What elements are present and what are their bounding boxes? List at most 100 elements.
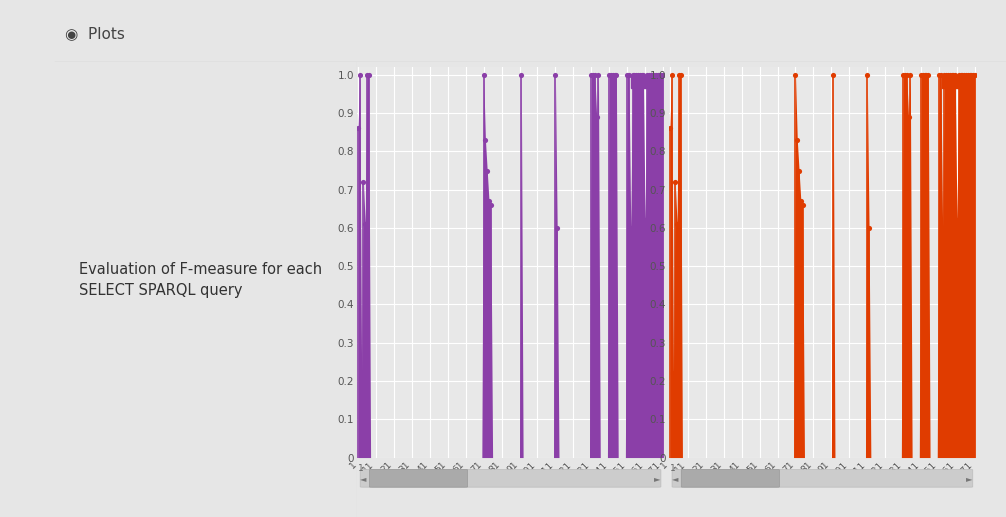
- Point: [790, 136, 806, 144]
- Point: [630, 71, 646, 79]
- Point: [662, 124, 678, 132]
- Point: [962, 71, 978, 79]
- Legend: : [941, 74, 969, 91]
- Point: [967, 71, 983, 79]
- Point: [549, 224, 565, 232]
- Point: [585, 71, 602, 79]
- Point: [795, 201, 811, 209]
- Point: [664, 71, 680, 79]
- Point: [671, 71, 687, 79]
- Point: [655, 71, 671, 79]
- Point: [476, 71, 492, 79]
- Text: ◉  Plots: ◉ Plots: [65, 26, 126, 42]
- Point: [902, 71, 918, 79]
- Point: [643, 71, 659, 79]
- Point: [951, 71, 967, 79]
- Point: [602, 71, 618, 79]
- Point: [861, 224, 877, 232]
- Point: [621, 71, 637, 79]
- Point: [483, 201, 499, 209]
- Point: [355, 178, 371, 186]
- Point: [955, 71, 971, 79]
- Point: [650, 71, 666, 79]
- Point: [652, 71, 668, 79]
- Point: [673, 71, 689, 79]
- Point: [953, 71, 969, 79]
- Point: [788, 71, 804, 79]
- Point: [359, 71, 375, 79]
- Point: [933, 71, 949, 79]
- Point: [914, 71, 931, 79]
- Point: [605, 71, 621, 79]
- Point: [918, 71, 935, 79]
- FancyBboxPatch shape: [672, 469, 973, 487]
- Point: [547, 71, 563, 79]
- Text: Evaluation of F-measure for each
SELECT SPARQL query: Evaluation of F-measure for each SELECT …: [79, 263, 323, 298]
- Point: [944, 71, 960, 79]
- Point: [931, 71, 947, 79]
- Text: 1: 1: [358, 464, 364, 474]
- Point: [639, 71, 655, 79]
- Point: [897, 71, 913, 79]
- Point: [481, 197, 497, 205]
- Point: [625, 71, 641, 79]
- Point: [634, 71, 650, 79]
- Point: [949, 216, 965, 224]
- Point: [591, 71, 607, 79]
- Point: [898, 71, 914, 79]
- FancyBboxPatch shape: [369, 469, 468, 487]
- Point: [632, 71, 648, 79]
- Point: [669, 220, 685, 228]
- Legend: : [629, 74, 657, 91]
- Point: [646, 71, 662, 79]
- Point: [361, 71, 377, 79]
- Point: [628, 71, 644, 79]
- Point: [937, 71, 953, 79]
- Point: [607, 71, 623, 79]
- Point: [586, 71, 603, 79]
- Point: [641, 71, 657, 79]
- Point: [825, 71, 841, 79]
- Point: [958, 71, 974, 79]
- Point: [793, 197, 809, 205]
- Point: [940, 71, 956, 79]
- Point: [964, 71, 980, 79]
- Point: [513, 71, 529, 79]
- Point: [603, 71, 619, 79]
- Point: [653, 71, 669, 79]
- Point: [479, 166, 495, 175]
- Point: [583, 71, 600, 79]
- Point: [609, 71, 625, 79]
- FancyBboxPatch shape: [360, 469, 661, 487]
- Point: [895, 71, 911, 79]
- Point: [935, 224, 951, 232]
- Point: [635, 71, 651, 79]
- Point: [353, 369, 369, 377]
- Point: [791, 166, 807, 175]
- Text: ►: ►: [654, 474, 661, 483]
- Point: [644, 71, 660, 79]
- Point: [357, 220, 373, 228]
- Point: [478, 136, 494, 144]
- Point: [667, 178, 683, 186]
- Point: [350, 124, 366, 132]
- Point: [859, 71, 875, 79]
- Point: [619, 71, 635, 79]
- Text: ►: ►: [966, 474, 973, 483]
- Point: [942, 71, 958, 79]
- Point: [965, 71, 981, 79]
- Text: ◄: ◄: [672, 474, 679, 483]
- Point: [960, 71, 976, 79]
- Point: [956, 71, 972, 79]
- Point: [637, 216, 653, 224]
- Point: [665, 369, 681, 377]
- Point: [623, 224, 639, 232]
- Text: 1: 1: [670, 464, 676, 474]
- Point: [939, 71, 955, 79]
- Point: [589, 113, 605, 121]
- Point: [946, 71, 962, 79]
- Point: [648, 71, 664, 79]
- Point: [947, 71, 963, 79]
- Point: [900, 113, 916, 121]
- Text: ◄: ◄: [360, 474, 367, 483]
